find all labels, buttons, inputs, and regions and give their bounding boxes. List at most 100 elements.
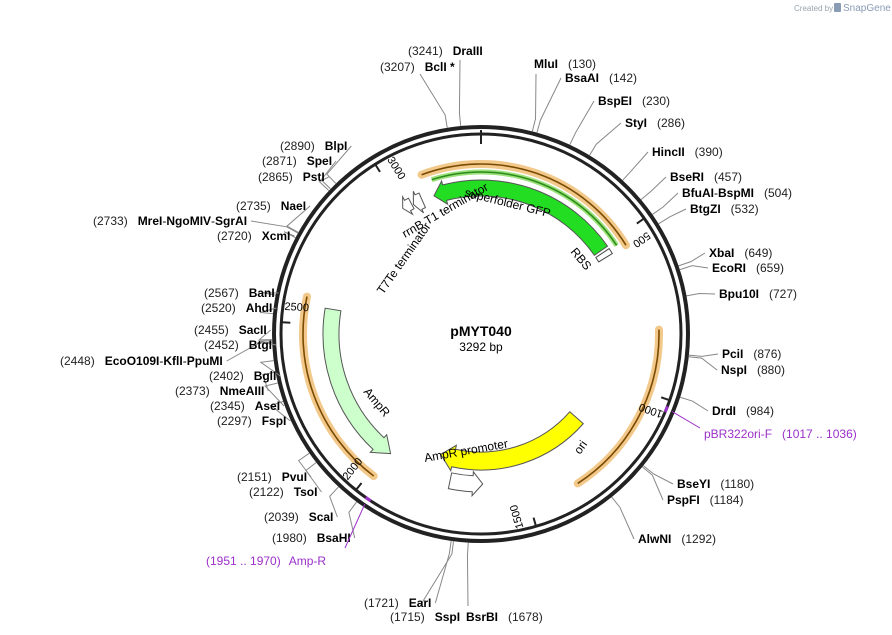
enzyme-separator: - <box>162 214 166 228</box>
enzyme-site: (2039) ScaI <box>264 510 333 524</box>
enzyme-site: (2735) NaeI <box>236 199 306 213</box>
enzyme-position: (3207) <box>380 60 415 74</box>
enzyme-site: (2890) BlpI <box>280 139 347 153</box>
primer-site: pBR322ori-F (1017 .. 1036) <box>663 405 857 441</box>
leader-line <box>680 396 709 412</box>
enzyme-site: (1715) SspI <box>390 610 460 624</box>
enzyme-separator: - <box>714 186 718 200</box>
enzyme-site: BtgZI (532) <box>690 202 759 216</box>
plasmid-length: 3292 bp <box>459 340 503 354</box>
tick-label-2500: 2500 <box>284 301 309 314</box>
enzyme-position: (727) <box>769 287 797 301</box>
enzyme-separator: - <box>159 354 163 368</box>
snapgene-logo-icon <box>834 3 841 12</box>
enzyme-site: (2720) XcmI <box>217 229 290 243</box>
enzyme-name: ScaI <box>309 510 334 524</box>
leader-line <box>611 496 635 540</box>
leader-line <box>264 382 285 407</box>
enzyme-name: BclI * <box>425 60 455 74</box>
enzyme-site: (2871) SpeI <box>262 154 332 168</box>
leader-line <box>419 73 448 128</box>
enzyme-name: AhdI <box>246 301 273 315</box>
enzyme-position: (880) <box>757 363 785 377</box>
enzyme-site: BspEI (230) <box>598 94 670 108</box>
leader-line <box>569 100 595 146</box>
leader-line <box>286 205 311 233</box>
enzyme-position: (2297) <box>217 414 252 428</box>
enzyme-position: (2039) <box>264 510 299 524</box>
enzyme-site: (2567) BanI <box>204 286 275 300</box>
enzyme-name: BsrBI <box>466 610 498 624</box>
enzyme-site: (2402) BglI <box>209 369 276 383</box>
feature-rrnb-t1 <box>412 191 427 214</box>
enzyme-name: PvuI <box>282 470 307 484</box>
enzyme-name: FspI <box>262 414 287 428</box>
enzyme-position: (2865) <box>258 170 293 184</box>
leader-line <box>262 371 276 392</box>
enzyme-site: HincII (390) <box>652 145 723 159</box>
enzyme-name-2: KflI <box>163 354 182 368</box>
leader-line <box>320 160 337 190</box>
enzyme-position: (532) <box>731 202 759 216</box>
enzyme-position: (984) <box>746 404 774 418</box>
enzyme-name-2: BspMI <box>718 186 754 200</box>
enzyme-position: (659) <box>756 261 784 275</box>
enzyme-position: (2871) <box>262 154 297 168</box>
leader-line <box>688 356 718 371</box>
leader-line <box>589 122 622 156</box>
enzyme-position: (2567) <box>204 286 239 300</box>
leader-line <box>318 176 330 192</box>
enzyme-site: (2345) AseI <box>210 399 280 413</box>
enzyme-name: NspI <box>721 363 747 377</box>
enzyme-name: BfuAI <box>682 186 714 200</box>
enzyme-site: BseYI (1180) <box>677 477 754 491</box>
enzyme-leader-lines <box>226 59 719 607</box>
tick-mark-3000 <box>374 164 381 173</box>
leader-line <box>643 465 674 485</box>
enzyme-site: (2297) FspI <box>217 414 286 428</box>
enzyme-name: AseI <box>255 399 280 413</box>
feature-ampr <box>322 307 392 455</box>
enzyme-name: MluI <box>534 57 558 71</box>
leader-line <box>652 192 679 215</box>
enzyme-position: (1721) <box>364 596 399 610</box>
enzyme-position: (230) <box>642 94 670 108</box>
leader-line <box>531 73 537 132</box>
leader-line <box>679 265 709 271</box>
primer-name: Amp-R <box>289 554 327 568</box>
enzyme-position: (2452) <box>204 338 239 352</box>
enzyme-site: (1980) BsaHI <box>272 531 351 545</box>
enzyme-site: (3207) BclI * <box>380 60 455 74</box>
enzyme-site: BfuAI - BspMI (504) <box>682 186 792 200</box>
enzyme-site: (3241) DraIII <box>408 44 483 58</box>
enzyme-name-2: NgoMIV <box>166 214 211 228</box>
enzyme-position: (142) <box>609 71 637 85</box>
feature-ori <box>440 411 584 473</box>
enzyme-name: SpeI <box>307 154 332 168</box>
tick-label-500: 500 <box>630 229 652 249</box>
enzyme-position: (649) <box>744 246 772 260</box>
enzyme-name: PstI <box>303 170 325 184</box>
enzyme-name: BglI <box>254 369 277 383</box>
primer-name: pBR322ori-F <box>704 427 772 441</box>
enzyme-site: BsrBI (1678) <box>466 610 543 624</box>
leader-line <box>269 400 291 422</box>
leader-line <box>419 541 455 607</box>
enzyme-site: BsaAI (142) <box>565 71 637 85</box>
feature-arrows <box>322 179 614 498</box>
feature-label-ampr: AmpR <box>361 385 393 420</box>
enzyme-site: (2151) PvuI <box>237 470 307 484</box>
enzyme-position: (1678) <box>508 610 543 624</box>
backbone-outer-ring <box>272 125 690 543</box>
enzyme-name: XbaI <box>709 246 734 260</box>
tick-mark-1500 <box>532 517 537 526</box>
enzyme-name: NmeAIII <box>220 384 265 398</box>
enzyme-name: BseRI <box>670 170 704 184</box>
enzyme-position: (2720) <box>217 229 252 243</box>
leader-line <box>297 452 312 478</box>
enzyme-position: (286) <box>657 116 685 130</box>
plasmid-name: pMYT040 <box>450 323 512 339</box>
leader-line <box>658 208 687 225</box>
enzyme-position: (2890) <box>280 139 315 153</box>
